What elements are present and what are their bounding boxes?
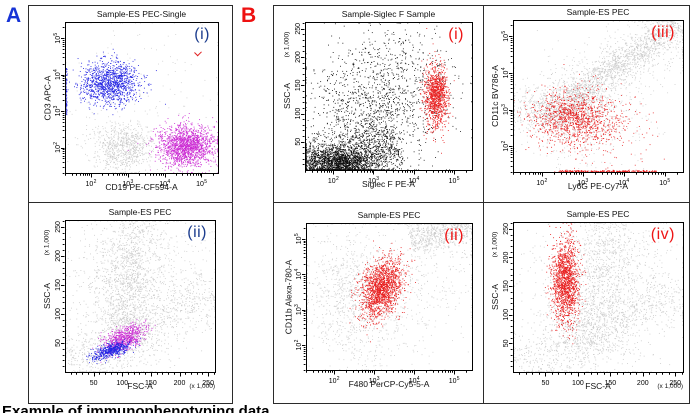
- scatter-canvas-a-i: [28, 5, 233, 202]
- x-axis-label: Ly6G PE-Cy7-A: [567, 181, 629, 191]
- plot-sublabel: (ii): [444, 227, 464, 244]
- flow-plot-b-iii: Sample-ES PEC (iii) Ly6G PE-Cy7-A CD11c …: [483, 5, 690, 202]
- y-axis-unit: (x 1,000): [283, 31, 291, 57]
- plot-sublabel: (i): [194, 26, 210, 43]
- x-axis-unit: (x 1,000): [657, 383, 683, 390]
- plot-title: Sample-ES PEC: [566, 209, 630, 219]
- panel-b-label: B: [241, 4, 257, 27]
- scatter-canvas-b-i: [273, 5, 483, 202]
- y-axis-label: CD11c BV786-A: [490, 65, 501, 127]
- x-axis-label: CD19 PE-CF594-A: [105, 182, 178, 192]
- plot-title: Sample-ES PEC: [566, 7, 630, 17]
- y-axis-unit: (x 1,000): [491, 231, 499, 257]
- scatter-canvas-b-ii: [273, 202, 483, 404]
- flow-plot-b-ii: Sample-ES PEC (ii) F480 PerCP-Cy5-5-A CD…: [273, 202, 483, 404]
- scatter-canvas-a-ii: [28, 202, 233, 404]
- plot-title: Sample-ES PEC: [357, 210, 421, 220]
- plot-sublabel: (iii): [651, 24, 675, 41]
- plot-sublabel: (iv): [650, 226, 675, 243]
- scatter-canvas-b-iv: [483, 202, 690, 404]
- flow-plot-b-i: Sample-Siglec F Sample (i) Siglec F PE-A…: [273, 5, 483, 202]
- figure-caption: Example of immunophenotyping data: [2, 403, 270, 413]
- x-axis-label: FSC-A: [127, 381, 153, 391]
- plot-title: Sample-Siglec F Sample: [341, 9, 436, 19]
- plot-sublabel: (i): [448, 26, 464, 43]
- x-axis-label: Siglec F PE-A: [362, 179, 415, 189]
- plot-sublabel: (ii): [187, 224, 207, 241]
- y-axis-label: CD3 APC-A: [42, 75, 52, 120]
- plot-title: Sample-ES PEC: [108, 207, 172, 217]
- plot-title: Sample-ES PEC-Single: [96, 9, 187, 19]
- flow-plot-a-ii: Sample-ES PEC (ii) FSC-A SSC-A (x 1,000)…: [28, 202, 233, 404]
- flow-plot-b-iv: Sample-ES PEC (iv) FSC-A SSC-A (x 1,000)…: [483, 202, 690, 404]
- x-axis-label: FSC-A: [585, 381, 611, 391]
- x-axis-label: F480 PerCP-Cy5-5-A: [348, 379, 430, 389]
- panel-a-label: A: [6, 4, 22, 27]
- scatter-canvas-b-iii: [483, 5, 690, 202]
- y-axis-unit: (x 1,000): [43, 229, 51, 255]
- flow-plot-a-i: Sample-ES PEC-Single (i) CD19 PE-CF594-A…: [28, 5, 233, 202]
- x-axis-unit: (x 1,000): [189, 383, 215, 390]
- y-axis-label: CD11b Alexa-780-A: [283, 259, 293, 334]
